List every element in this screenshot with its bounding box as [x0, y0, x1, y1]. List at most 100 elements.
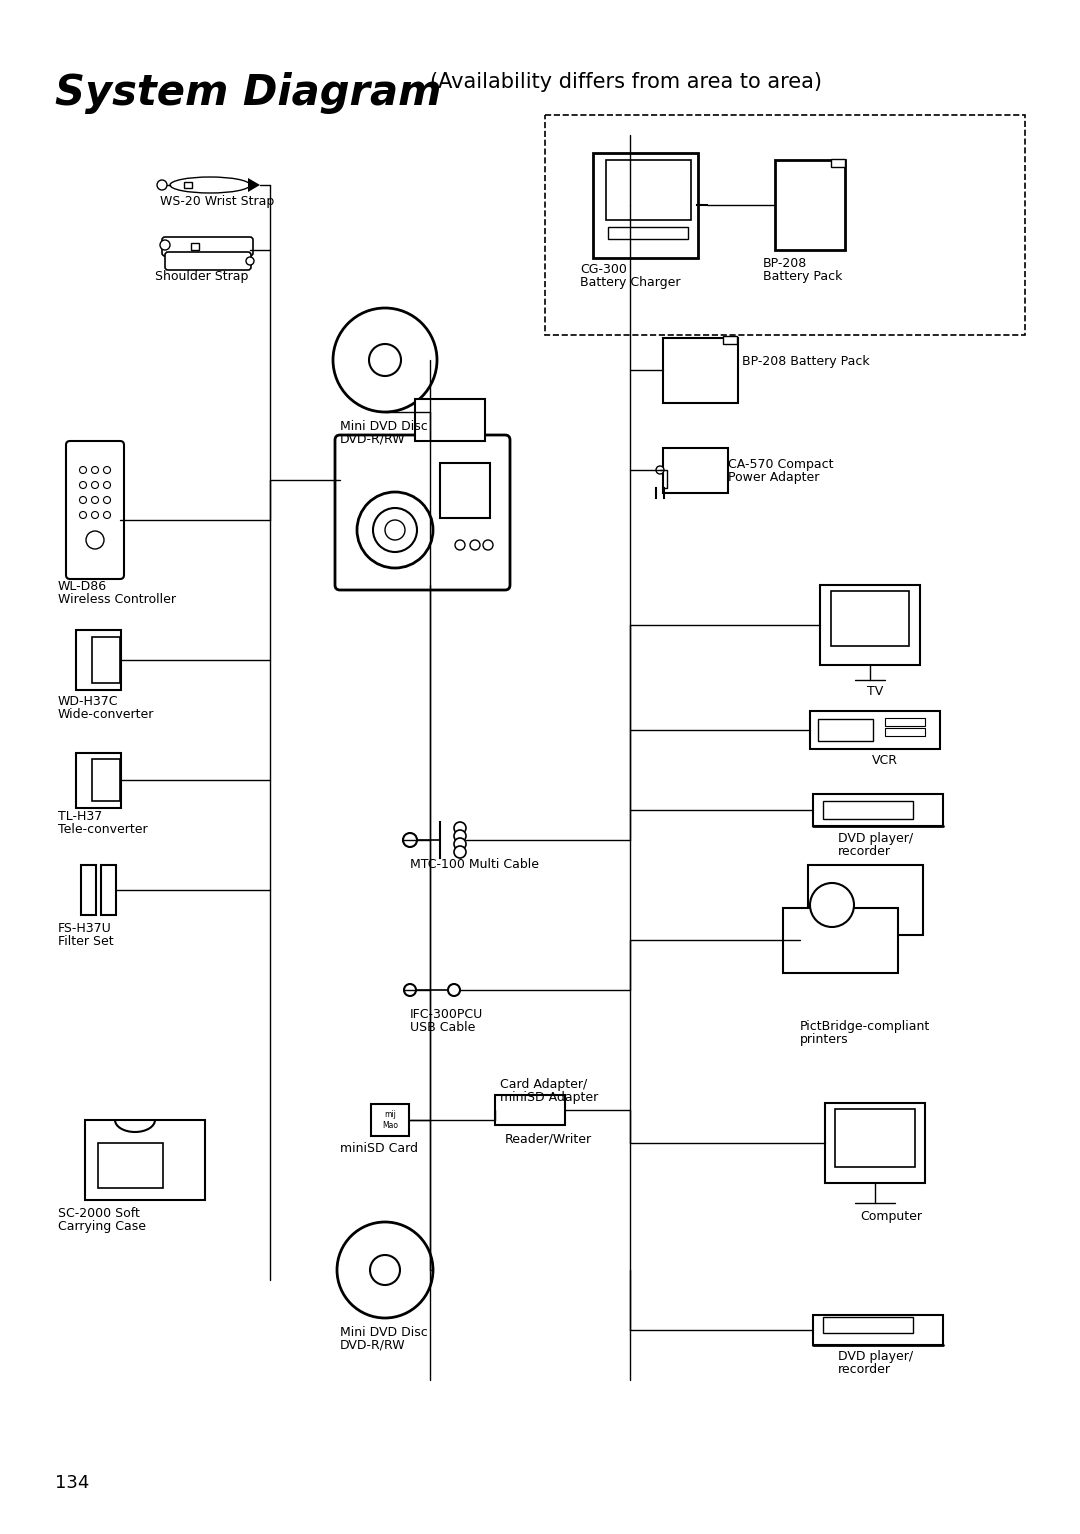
Bar: [831, 160, 845, 167]
Text: Wireless Controller: Wireless Controller: [58, 594, 176, 606]
Circle shape: [454, 822, 465, 834]
Bar: [81, 865, 95, 914]
Text: FS-H37U: FS-H37U: [58, 922, 111, 936]
Bar: [825, 1103, 924, 1183]
Text: miniSD Card: miniSD Card: [340, 1141, 418, 1155]
Bar: [662, 337, 738, 402]
Text: Card Adapter/: Card Adapter/: [500, 1078, 588, 1091]
Bar: [76, 753, 121, 807]
Text: Computer: Computer: [860, 1210, 922, 1223]
Text: CG-300: CG-300: [580, 262, 626, 276]
FancyBboxPatch shape: [162, 236, 253, 256]
Circle shape: [104, 497, 110, 503]
Bar: [823, 1318, 913, 1333]
Circle shape: [92, 466, 98, 474]
Bar: [885, 718, 924, 726]
Bar: [813, 1315, 943, 1345]
Bar: [813, 795, 943, 825]
Text: USB Cable: USB Cable: [410, 1022, 475, 1034]
Circle shape: [246, 258, 254, 265]
Circle shape: [104, 466, 110, 474]
Text: Reader/Writer: Reader/Writer: [505, 1132, 592, 1144]
Circle shape: [337, 1223, 433, 1318]
Circle shape: [483, 540, 492, 551]
Bar: [783, 908, 897, 973]
Text: printers: printers: [800, 1032, 849, 1046]
Text: miniSD Adapter: miniSD Adapter: [500, 1091, 598, 1104]
Circle shape: [333, 308, 437, 413]
Circle shape: [104, 511, 110, 518]
Circle shape: [92, 482, 98, 488]
Circle shape: [384, 520, 405, 540]
Circle shape: [373, 508, 417, 552]
Text: Shoulder Strap: Shoulder Strap: [156, 270, 248, 282]
Text: TL-H37: TL-H37: [58, 810, 103, 824]
Text: BP-208: BP-208: [762, 258, 807, 270]
Circle shape: [86, 531, 104, 549]
Bar: [593, 152, 698, 258]
Circle shape: [157, 179, 167, 190]
FancyBboxPatch shape: [66, 440, 124, 578]
Circle shape: [92, 511, 98, 518]
Circle shape: [403, 833, 417, 847]
Bar: [545, 115, 1025, 334]
Bar: [440, 462, 490, 517]
Bar: [831, 591, 909, 646]
Ellipse shape: [170, 176, 249, 193]
Circle shape: [370, 1255, 400, 1285]
Text: Wide-converter: Wide-converter: [58, 709, 154, 721]
Circle shape: [448, 983, 460, 996]
Bar: [184, 183, 192, 189]
Circle shape: [470, 540, 480, 551]
Circle shape: [160, 239, 170, 250]
Bar: [818, 719, 873, 741]
Text: WL-D86: WL-D86: [58, 580, 107, 594]
Text: Filter Set: Filter Set: [58, 936, 113, 948]
Bar: [495, 1095, 565, 1124]
Bar: [92, 759, 120, 801]
Circle shape: [80, 511, 86, 518]
Bar: [808, 865, 922, 936]
Text: Tele-converter: Tele-converter: [58, 824, 148, 836]
Bar: [92, 637, 120, 683]
Text: WD-H37C: WD-H37C: [58, 695, 119, 709]
Circle shape: [454, 845, 465, 858]
Text: DVD-R/RW: DVD-R/RW: [340, 1339, 406, 1351]
Bar: [662, 448, 728, 492]
Text: PictBridge-compliant: PictBridge-compliant: [800, 1020, 930, 1032]
Text: Mini DVD Disc: Mini DVD Disc: [340, 420, 428, 433]
Text: MTC-100 Multi Cable: MTC-100 Multi Cable: [410, 858, 539, 871]
Circle shape: [104, 482, 110, 488]
Circle shape: [369, 344, 401, 376]
Circle shape: [357, 492, 433, 568]
Text: System Diagram: System Diagram: [55, 72, 442, 114]
Text: recorder: recorder: [838, 1364, 891, 1376]
FancyBboxPatch shape: [165, 252, 251, 270]
Polygon shape: [248, 178, 260, 192]
Text: Battery Charger: Battery Charger: [580, 276, 680, 288]
Circle shape: [80, 497, 86, 503]
Bar: [835, 1109, 915, 1167]
Text: Power Adapter: Power Adapter: [728, 471, 820, 485]
Bar: [372, 1104, 409, 1137]
Text: Battery Pack: Battery Pack: [762, 270, 842, 282]
Text: IFC-300PCU: IFC-300PCU: [410, 1008, 483, 1022]
Text: DVD-R/RW: DVD-R/RW: [340, 433, 406, 446]
Text: WS-20 Wrist Strap: WS-20 Wrist Strap: [160, 195, 274, 209]
Bar: [820, 584, 920, 666]
Bar: [415, 399, 485, 440]
Text: BP-208 Battery Pack: BP-208 Battery Pack: [742, 354, 869, 368]
Text: (Availability differs from area to area): (Availability differs from area to area): [430, 72, 822, 92]
Text: SC-2000 Soft: SC-2000 Soft: [58, 1207, 140, 1220]
Circle shape: [454, 830, 465, 842]
FancyBboxPatch shape: [335, 436, 510, 591]
Text: Carrying Case: Carrying Case: [58, 1220, 146, 1233]
Bar: [606, 160, 690, 219]
Text: mij
Mao: mij Mao: [382, 1111, 399, 1129]
Text: CA-570 Compact: CA-570 Compact: [728, 459, 834, 471]
Circle shape: [454, 838, 465, 850]
Bar: [608, 227, 688, 239]
Bar: [76, 630, 121, 690]
Bar: [775, 160, 845, 250]
Text: Mini DVD Disc: Mini DVD Disc: [340, 1325, 428, 1339]
